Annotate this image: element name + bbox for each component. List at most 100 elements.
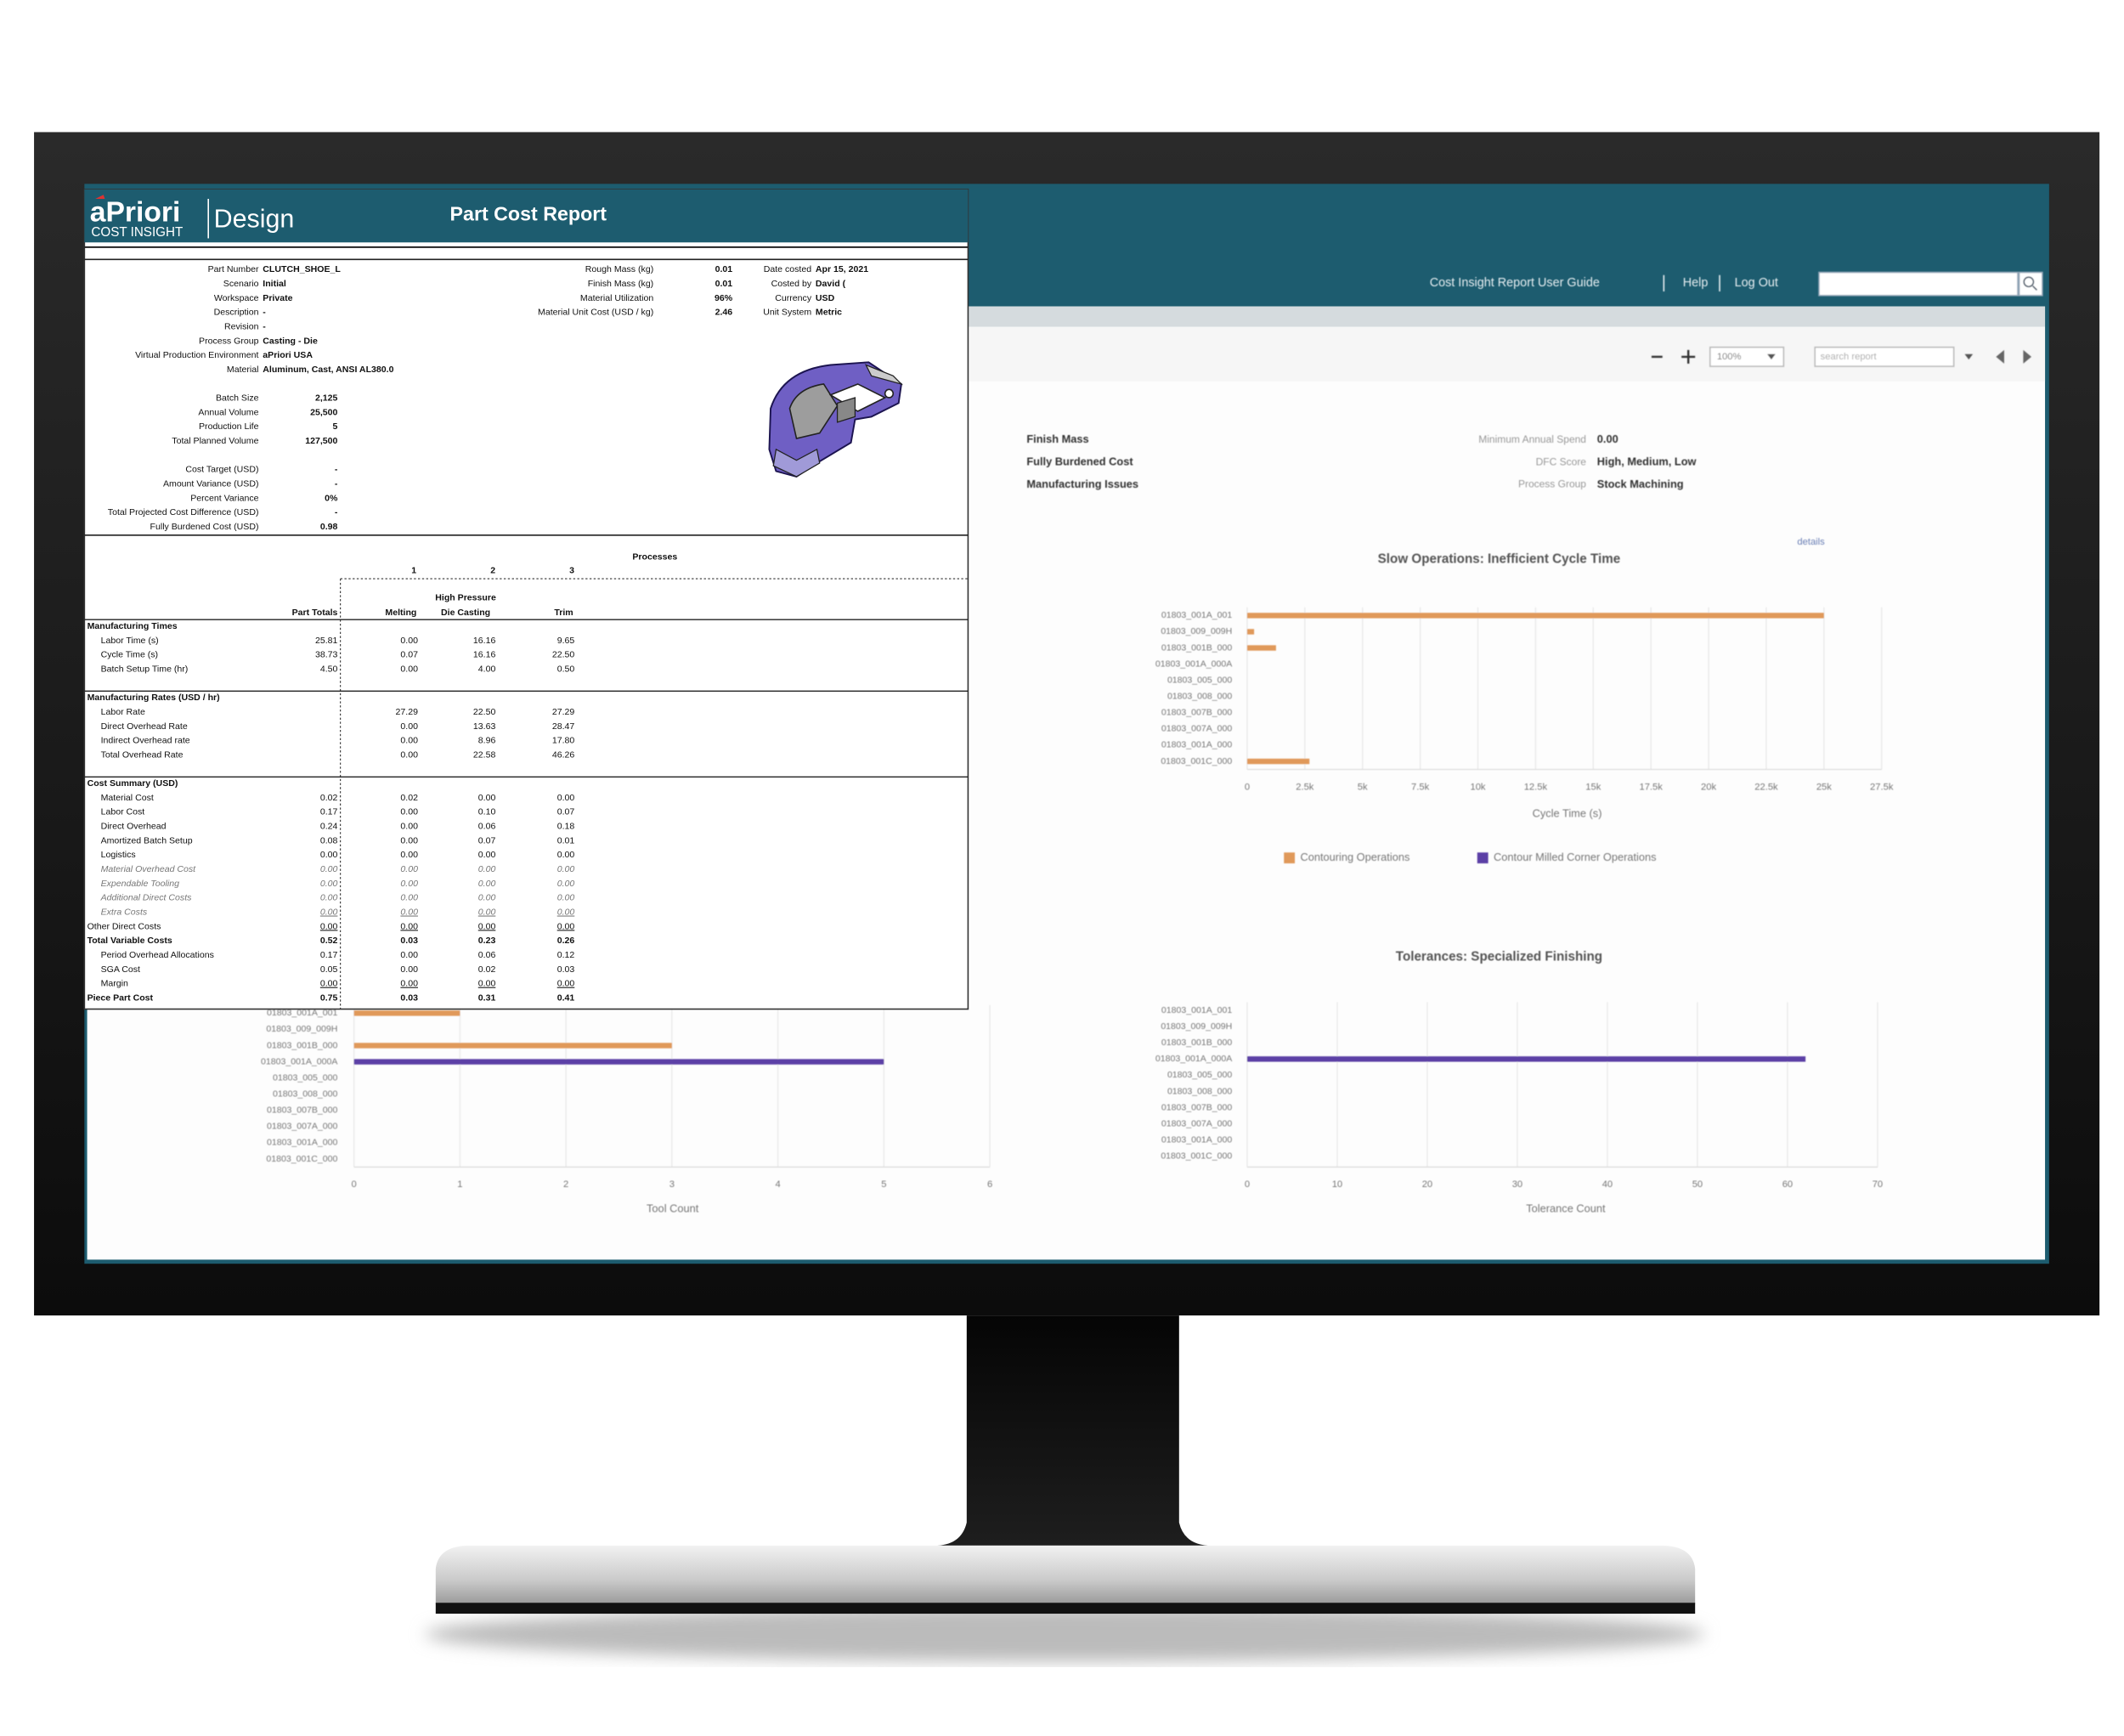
background-app: Cost Insight Report User Guide Help Log … — [261, 271, 2043, 1214]
cell-value: 0.00 — [400, 835, 418, 845]
cell-value: 0.26 — [557, 936, 575, 946]
x-tick-label: 20 — [1422, 1179, 1432, 1190]
cell-value: 0.00 — [400, 807, 418, 817]
info-value: Metric — [816, 308, 842, 318]
category-label: 01803_009_009H — [266, 1024, 337, 1034]
row-label: Labor Rate — [101, 707, 145, 717]
x-tick-label: 12.5k — [1524, 782, 1548, 792]
processes-label: Processes — [632, 551, 677, 562]
report-header — [84, 189, 969, 243]
cell-value: 0.00 — [320, 908, 338, 918]
stand-base-edge — [435, 1603, 1696, 1614]
bar — [1246, 1056, 1806, 1062]
column-header: High Pressure — [435, 592, 496, 602]
cell-value: 0.23 — [478, 936, 496, 946]
info-value: - — [263, 321, 266, 331]
x-axis-label: Cycle Time (s) — [1533, 807, 1602, 820]
cell-value: 0.03 — [400, 936, 418, 946]
report-title: Part Cost Report — [450, 202, 607, 224]
info-value: 127,500 — [305, 436, 337, 446]
cell-value: 0.24 — [320, 822, 338, 832]
row-label: Material Cost — [101, 793, 154, 803]
category-label: 01803_001A_001 — [1161, 1005, 1233, 1015]
help-link[interactable]: Help — [1683, 276, 1709, 290]
x-tick-label: 10k — [1470, 782, 1485, 792]
row-label: Total Overhead Rate — [101, 749, 184, 760]
cell-value: 0.00 — [400, 964, 418, 975]
info-value: 96% — [715, 293, 733, 303]
category-label: 01803_001A_000A — [1155, 1054, 1233, 1064]
stand-base — [435, 1545, 1696, 1604]
info-value: Private — [263, 293, 292, 303]
info-label: Total Projected Cost Difference (USD) — [108, 507, 259, 517]
category-label: 01803_008_000 — [273, 1089, 337, 1099]
cell-value: 0.00 — [478, 893, 496, 903]
cell-value: 0.18 — [557, 822, 575, 832]
category-label: 01803_008_000 — [1167, 692, 1232, 702]
search-input[interactable] — [1818, 271, 2019, 297]
x-axis-label: Tool Count — [647, 1202, 699, 1214]
column-header: Trim — [554, 608, 573, 618]
cell-value: 0.50 — [557, 664, 575, 674]
cell-value: 22.50 — [552, 650, 575, 660]
info-value: CLUTCH_SHOE_L — [263, 264, 341, 274]
cell-value: 0.06 — [478, 950, 496, 960]
logout-link[interactable]: Log Out — [1735, 276, 1778, 290]
info-label: Currency — [775, 293, 812, 303]
cell-value: 0.52 — [320, 936, 338, 946]
info-value: 2.46 — [715, 308, 733, 318]
filter-label: DFC Score — [1536, 455, 1587, 467]
cell-value: 0.00 — [478, 979, 496, 989]
info-label: Total Planned Volume — [172, 436, 258, 446]
cell-value: 22.58 — [473, 749, 496, 760]
x-tick-label: 30 — [1512, 1179, 1522, 1190]
info-label: Part Number — [208, 264, 259, 274]
cell-value: 16.16 — [473, 636, 496, 646]
cell-value: 0.00 — [557, 908, 575, 918]
x-tick-label: 40 — [1602, 1179, 1613, 1190]
filter-value: Finish Mass — [1026, 433, 1088, 445]
cell-value: 0.03 — [400, 993, 418, 1004]
row-label: Additional Direct Costs — [100, 893, 193, 903]
cell-value: 0.02 — [478, 964, 496, 975]
page-nav[interactable] — [1996, 349, 2032, 364]
filter-label: Minimum Annual Spend — [1478, 433, 1586, 445]
x-tick-label: 27.5k — [1870, 782, 1894, 792]
bar — [1246, 645, 1276, 651]
x-tick-label: 70 — [1873, 1179, 1883, 1190]
cell-value: 0.02 — [400, 793, 418, 803]
bar — [353, 1059, 884, 1065]
x-tick-label: 25k — [1816, 782, 1832, 792]
section-title: Manufacturing Rates (USD / hr) — [88, 693, 220, 703]
zoom-select[interactable] — [1709, 346, 1785, 367]
cell-value: 22.50 — [473, 707, 496, 717]
cell-value: 16.16 — [473, 650, 496, 660]
info-label: Rough Mass (kg) — [585, 264, 653, 274]
search-button[interactable] — [2018, 271, 2043, 297]
process-number: 2 — [490, 565, 495, 575]
column-header: Melting — [385, 608, 416, 618]
details-link[interactable]: details — [1797, 537, 1825, 547]
category-label: 01803_001C_000 — [1161, 1151, 1232, 1162]
cell-value: 0.00 — [557, 921, 575, 931]
info-label: Unit System — [763, 308, 811, 318]
info-label: Amount Variance (USD) — [163, 479, 259, 489]
bar — [1246, 629, 1255, 635]
search-icon — [2032, 285, 2038, 291]
cell-value: 0.00 — [400, 664, 418, 674]
bar — [1246, 613, 1824, 619]
cell-value: 27.29 — [396, 707, 419, 717]
info-value: 0% — [325, 493, 338, 503]
category-label: 01803_001A_000 — [1161, 1134, 1233, 1145]
filter-value: Stock Machining — [1597, 478, 1684, 490]
report-search[interactable] — [1814, 346, 1955, 367]
row-label: Piece Part Cost — [88, 993, 154, 1004]
info-label: Production Life — [199, 421, 259, 432]
category-label: 01803_001B_000 — [1161, 1038, 1233, 1048]
cell-value: 0.31 — [478, 993, 496, 1004]
row-label: Labor Time (s) — [101, 636, 159, 646]
user-guide-link[interactable]: Cost Insight Report User Guide — [1430, 276, 1600, 290]
cell-value: 0.05 — [320, 964, 338, 975]
category-label: 01803_001C_000 — [266, 1154, 337, 1164]
